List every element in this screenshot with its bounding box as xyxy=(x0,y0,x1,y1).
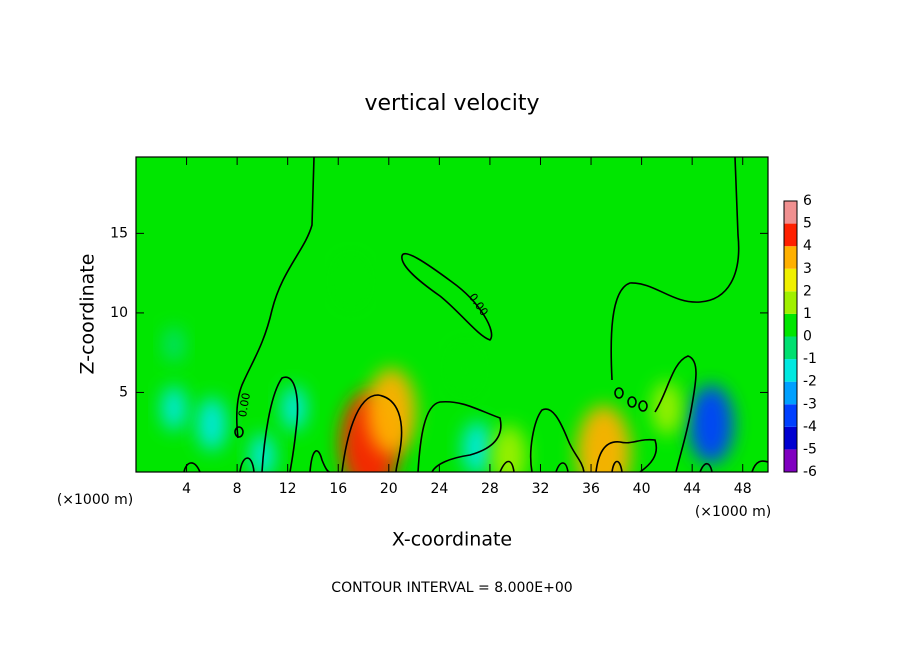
colorbar-band xyxy=(784,359,797,382)
colorbar-band xyxy=(784,313,797,337)
colorbar-label: 3 xyxy=(803,261,812,277)
x-tick-label: 8 xyxy=(233,481,242,497)
contour-line xyxy=(341,394,403,472)
x-unit-label: (×1000 m) xyxy=(57,492,133,508)
x-tick-label: 40 xyxy=(633,481,651,497)
x-tick-label: 44 xyxy=(683,481,701,497)
contour-line xyxy=(183,450,768,472)
field-feature xyxy=(576,405,631,472)
colorbar-band xyxy=(784,336,797,360)
colorbar-label: 6 xyxy=(803,193,812,209)
field-feature xyxy=(491,425,527,472)
colorbar-label: -6 xyxy=(803,464,817,480)
field-feature xyxy=(688,385,734,464)
contours: 0.00 0.00 xyxy=(183,157,768,472)
field-feature xyxy=(281,385,307,431)
x-unit-label: (×1000 m) xyxy=(695,504,771,520)
x-tick-label: 24 xyxy=(430,481,448,497)
colorbar-band xyxy=(784,268,797,292)
colorbar: -6 -5 -4 -3 -2 -1 0 1 2 3 4 5 6 xyxy=(783,193,817,480)
field-feature xyxy=(462,421,493,472)
colorbar-label: -3 xyxy=(803,396,817,412)
contour-line xyxy=(595,438,658,472)
contour-line xyxy=(529,408,585,472)
colorbar-label: 4 xyxy=(803,238,812,254)
plot-frame xyxy=(135,156,769,473)
colorbar-band xyxy=(784,381,797,405)
colorbar-label: 1 xyxy=(803,306,812,322)
x-tick-label: 32 xyxy=(532,481,550,497)
colorbar-band xyxy=(784,404,797,427)
colorbar-label: -1 xyxy=(803,351,817,367)
x-tick-label: 20 xyxy=(380,481,398,497)
contour-line xyxy=(638,400,648,412)
colorbar-band xyxy=(784,223,797,247)
field-feature xyxy=(451,346,478,391)
x-tick-label: 48 xyxy=(734,481,752,497)
contour-line xyxy=(614,387,624,399)
colorbar-band xyxy=(784,449,797,472)
colorbar-band xyxy=(784,291,797,314)
x-tick-label: 12 xyxy=(279,481,297,497)
y-tick-label: 15 xyxy=(110,225,128,241)
contour-line xyxy=(627,396,637,408)
colorbar-band xyxy=(784,201,797,224)
contour-line xyxy=(401,252,493,341)
y-tick-label: 5 xyxy=(119,384,128,400)
colorbar-label: -2 xyxy=(803,374,817,390)
x-tick-label: 4 xyxy=(182,481,191,497)
colorbar-band xyxy=(784,426,797,450)
colorbar-label: 2 xyxy=(803,283,812,299)
colorbar-label: -4 xyxy=(803,419,817,435)
field-feature xyxy=(196,397,228,451)
colorbar-frame xyxy=(783,200,798,473)
y-tick-label: 10 xyxy=(110,305,128,321)
field xyxy=(161,258,734,472)
x-axis-label: X-coordinate xyxy=(392,529,512,551)
x-tick-label: 28 xyxy=(481,481,499,497)
contour-line xyxy=(417,400,502,472)
colorbar-label: 5 xyxy=(803,216,812,232)
colorbar-label: -5 xyxy=(803,441,817,457)
contour-line xyxy=(610,157,740,381)
field-feature xyxy=(161,385,187,431)
contour-line xyxy=(654,355,697,472)
colorbar-band xyxy=(784,246,797,269)
field-feature xyxy=(163,326,185,363)
y-axis-label: Z-coordinate xyxy=(77,254,99,375)
colorbar-label: 0 xyxy=(803,329,812,345)
contour-line xyxy=(236,157,315,439)
contour-label: 0.00 xyxy=(236,392,253,418)
field-feature xyxy=(249,433,276,472)
x-tick-label: 36 xyxy=(582,481,600,497)
contour-line xyxy=(261,376,299,472)
field-feature xyxy=(651,381,683,435)
annotation: CONTOUR INTERVAL = 8.000E+00 xyxy=(331,580,572,596)
chart-title: vertical velocity xyxy=(364,91,539,116)
field-feature xyxy=(366,368,417,455)
field-feature xyxy=(338,258,364,304)
x-tick-label: 16 xyxy=(329,481,347,497)
contour-line xyxy=(234,426,244,438)
